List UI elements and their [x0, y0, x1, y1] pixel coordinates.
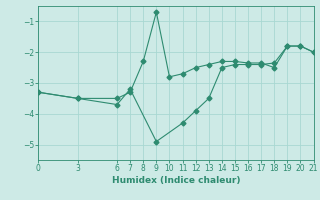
X-axis label: Humidex (Indice chaleur): Humidex (Indice chaleur): [112, 176, 240, 185]
